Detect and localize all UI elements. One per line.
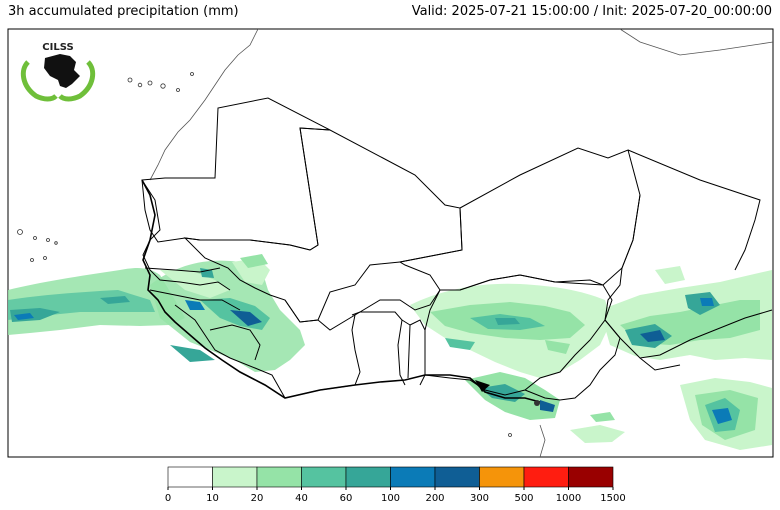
coastlines	[149, 29, 773, 457]
colorbar-tick-label: 0	[165, 493, 171, 504]
valid-init-time: Valid: 2025-07-21 15:00:00 / Init: 2025-…	[411, 4, 772, 19]
colorbar-tick-label: 100	[381, 493, 400, 504]
colorbar-bin	[523, 466, 569, 488]
bioko-island	[534, 400, 540, 406]
logo-laurel-right	[58, 60, 96, 102]
colorbar-tick-label: 60	[340, 493, 353, 504]
colorbar-bin	[345, 466, 391, 488]
colorbar-tick-label: 10	[206, 493, 219, 504]
colorbar-bin	[256, 466, 302, 488]
colorbar-tick-label: 1000	[556, 493, 581, 504]
colorbar-tick-label: 20	[251, 493, 264, 504]
colorbar-bin	[479, 466, 525, 488]
niger-delta	[475, 380, 490, 392]
logo-text: CILSS	[42, 42, 73, 53]
map-title: 3h accumulated precipitation (mm)	[8, 4, 239, 19]
colorbar-tick-label: 300	[470, 493, 489, 504]
logo-laurel-left	[20, 60, 58, 102]
islands	[17, 72, 512, 437]
colorbar-bin	[301, 466, 347, 488]
colorbar-tick-label: 40	[295, 493, 308, 504]
colorbar-bin	[212, 466, 258, 488]
logo-africa-silhouette	[44, 54, 80, 88]
colorbar: 0 10 20 40 60 100 200 300 500 1000 1500	[165, 466, 626, 504]
colorbar-tick-label: 500	[514, 493, 533, 504]
colorbar-tick-label: 1500	[600, 493, 625, 504]
colorbar-bin	[390, 466, 436, 488]
colorbar-bin	[167, 466, 213, 488]
colorbar-tick-label: 200	[425, 493, 444, 504]
map-frame	[7, 28, 774, 458]
cilss-logo: CILSS	[20, 42, 96, 102]
colorbar-bin	[434, 466, 480, 488]
colorbar-bin	[568, 466, 614, 488]
coastline-main	[141, 179, 541, 403]
